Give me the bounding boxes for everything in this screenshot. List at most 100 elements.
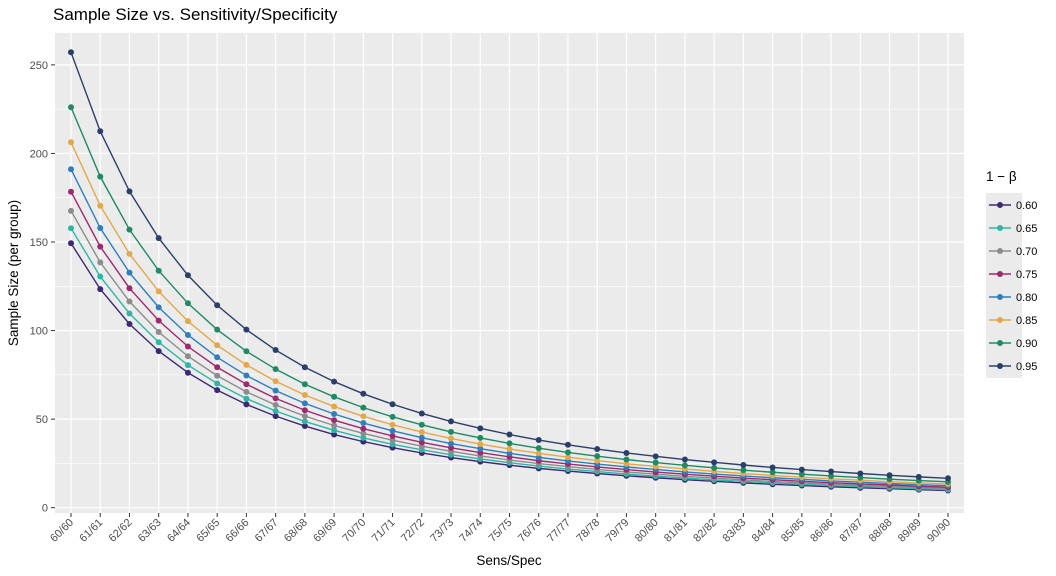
data-point — [477, 441, 484, 448]
data-point — [945, 475, 951, 482]
data-point — [360, 404, 367, 411]
data-point — [301, 423, 308, 430]
data-point — [155, 304, 162, 311]
data-point — [243, 361, 250, 368]
data-point — [389, 421, 396, 428]
data-point — [564, 454, 571, 461]
data-point — [68, 240, 74, 247]
data-point — [126, 226, 133, 233]
x-tick-label: 85/85 — [779, 517, 807, 545]
x-tick-label: 89/89 — [896, 517, 924, 545]
legend-item: 0.75 — [989, 269, 1037, 281]
data-point — [184, 318, 191, 325]
data-point — [243, 395, 250, 402]
data-point — [68, 104, 74, 111]
data-point — [331, 422, 338, 429]
data-point — [535, 437, 542, 444]
y-tick-label: 200 — [30, 148, 48, 160]
data-point — [126, 321, 133, 328]
data-point — [564, 441, 571, 448]
data-point — [331, 431, 338, 438]
legend-item: 0.65 — [989, 223, 1037, 235]
data-point — [126, 298, 133, 305]
legend-key-point — [997, 271, 1003, 277]
data-point — [301, 407, 308, 414]
data-point — [184, 272, 191, 279]
data-point — [828, 468, 835, 475]
data-point — [448, 435, 455, 442]
data-point — [214, 387, 221, 394]
data-point — [184, 300, 191, 307]
data-point — [711, 459, 718, 466]
data-point — [184, 362, 191, 369]
data-point — [243, 348, 250, 355]
data-point — [681, 462, 688, 469]
x-tick-label: 80/80 — [633, 517, 661, 545]
data-point — [68, 207, 74, 214]
data-point — [214, 364, 221, 371]
data-point — [681, 456, 688, 463]
x-tick-label: 88/88 — [867, 517, 895, 545]
legend-item: 0.60 — [989, 200, 1037, 212]
data-point — [360, 413, 367, 420]
x-tick-label: 86/86 — [808, 517, 836, 545]
data-point — [331, 393, 338, 400]
data-point — [389, 437, 396, 444]
data-point — [331, 427, 338, 434]
legend-label: 0.80 — [1016, 292, 1037, 304]
y-axis: 0 50 100 150 200 250 — [30, 60, 55, 515]
x-tick-label: 67/67 — [253, 517, 281, 545]
data-point — [155, 339, 162, 346]
data-point — [68, 49, 74, 56]
data-point — [243, 381, 250, 388]
data-point — [740, 462, 747, 468]
y-tick-label: 250 — [30, 60, 48, 72]
data-point — [360, 390, 367, 397]
x-tick-label: 69/69 — [311, 517, 339, 545]
data-point — [418, 421, 425, 428]
data-point — [155, 267, 162, 274]
data-point — [769, 464, 776, 471]
legend-key-point — [997, 202, 1003, 208]
legend-key-point — [997, 294, 1003, 300]
x-tick-label: 74/74 — [457, 517, 485, 545]
data-point — [769, 469, 776, 476]
data-point — [272, 401, 279, 408]
data-point — [184, 343, 191, 350]
data-point — [448, 428, 455, 435]
data-point — [477, 445, 484, 452]
data-point — [126, 269, 133, 276]
data-point — [564, 449, 571, 456]
data-point — [623, 460, 630, 467]
legend-item: 0.90 — [989, 338, 1037, 350]
x-axis: 60/60 61/61 62/62 63/63 64/64 65/65 66/66 67/67… — [48, 513, 953, 545]
x-tick-label: 62/62 — [107, 517, 135, 545]
x-tick-label: 87/87 — [837, 517, 865, 545]
data-point — [214, 342, 221, 349]
data-point — [97, 173, 104, 180]
x-tick-label: 79/79 — [604, 517, 632, 545]
legend-key-background — [986, 193, 1022, 378]
x-tick-label: 82/82 — [691, 517, 719, 545]
data-point — [389, 427, 396, 434]
x-tick-label: 75/75 — [487, 517, 515, 545]
data-point — [506, 431, 513, 438]
y-tick-label: 50 — [36, 414, 48, 426]
legend-label: 0.85 — [1016, 315, 1037, 327]
data-point — [97, 202, 104, 209]
data-point — [331, 410, 338, 417]
data-point — [594, 457, 601, 464]
data-point — [360, 420, 367, 427]
data-point — [828, 472, 835, 479]
data-point — [418, 429, 425, 436]
legend-item: 0.80 — [989, 292, 1037, 304]
data-point — [214, 372, 221, 379]
data-point — [155, 288, 162, 295]
data-point — [389, 401, 396, 408]
x-tick-label: 73/73 — [428, 517, 456, 545]
data-point — [594, 453, 601, 460]
data-point — [272, 407, 279, 414]
legend-title: 1 − β — [986, 169, 1017, 184]
x-tick-label: 65/65 — [194, 517, 222, 545]
